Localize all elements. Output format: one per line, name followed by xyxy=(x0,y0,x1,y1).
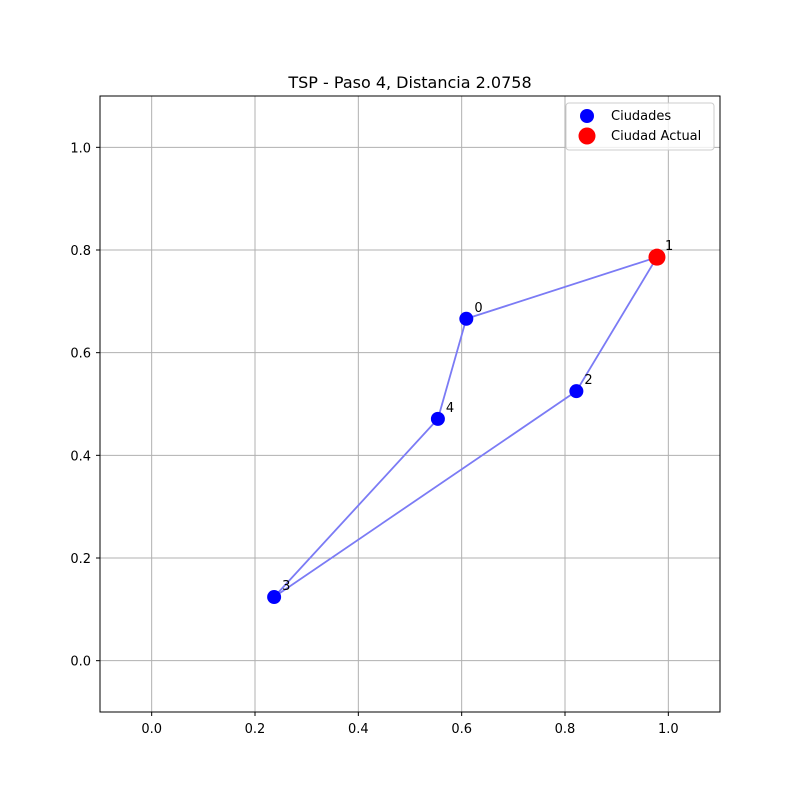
legend-box xyxy=(565,102,715,151)
legend-label-ciudades: Ciudades xyxy=(611,109,671,124)
y-tick-label: 1.0 xyxy=(70,141,91,156)
x-tick-label: 0.2 xyxy=(245,722,266,737)
y-tick-label: 0.8 xyxy=(70,244,91,259)
cities xyxy=(267,248,666,605)
city-label-4: 4 xyxy=(446,401,454,416)
axis-ticks: 0.0 0.2 0.4 0.6 0.8 1.0 0.0 0.2 0.4 0.6 0.8 1.0 xyxy=(70,141,678,737)
legend: Ciudades Ciudad Actual xyxy=(565,102,715,151)
x-tick-label: 0.0 xyxy=(141,722,162,737)
y-tick-label: 0.4 xyxy=(70,449,91,464)
legend-marker-ciudades xyxy=(580,109,594,123)
route-segment-2-3 xyxy=(273,390,577,598)
city-label-2: 2 xyxy=(584,373,592,388)
chart-title: TSP - Paso 4, Distancia 2.0758 xyxy=(287,73,531,92)
route xyxy=(273,256,658,598)
city-label-0: 0 xyxy=(474,301,482,316)
x-tick-label: 1.0 xyxy=(658,722,679,737)
y-tick-label: 0.0 xyxy=(70,655,91,670)
route-segment-3-4 xyxy=(273,418,439,598)
x-tick-label: 0.6 xyxy=(451,722,472,737)
city-point-2 xyxy=(569,384,584,399)
route-segment-1-2 xyxy=(575,256,658,392)
city-point-0 xyxy=(459,311,474,326)
plot-frame xyxy=(99,95,721,713)
route-segment-4-0 xyxy=(437,318,468,420)
city-labels: 0 1 2 3 4 xyxy=(282,239,673,594)
city-label-1: 1 xyxy=(665,239,673,254)
city-point-4 xyxy=(430,411,445,426)
legend-marker-ciudad-actual xyxy=(578,127,596,145)
route-segment-0-1 xyxy=(466,256,658,320)
x-tick-label: 0.4 xyxy=(348,722,369,737)
legend-label-ciudad-actual: Ciudad Actual xyxy=(611,129,701,144)
y-tick-label: 0.2 xyxy=(70,552,91,567)
current-city-point xyxy=(648,248,666,266)
y-tick-label: 0.6 xyxy=(70,347,91,362)
city-label-3: 3 xyxy=(282,579,290,594)
city-point-3 xyxy=(267,590,282,605)
x-tick-label: 0.8 xyxy=(555,722,576,737)
grid xyxy=(100,96,720,712)
